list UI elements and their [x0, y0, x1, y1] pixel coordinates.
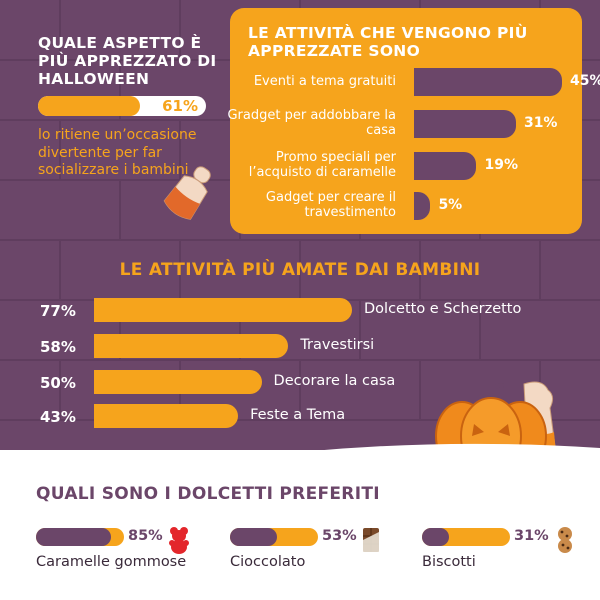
- wave-divider: [0, 443, 600, 472]
- sweet-value: 53%: [322, 528, 357, 544]
- kids-activity-bar: [94, 298, 352, 322]
- panel-row-bar: [414, 68, 562, 96]
- kids-activity-row: 43% Feste a Tema: [0, 404, 600, 432]
- kids-activity-bar: [94, 334, 289, 358]
- kids-activities-title: LE ATTIVITÀ PIÙ AMATE DAI BAMBINI: [119, 260, 481, 280]
- sweet-item: 85% Caramelle gommose: [36, 526, 216, 586]
- panel-row-label: Eventi a tema gratuiti: [253, 74, 396, 89]
- appreciated-aspect-value: 61%: [162, 97, 198, 115]
- sweet-label: Biscotti: [422, 554, 476, 570]
- kids-activity-label: Dolcetto e Scherzetto: [364, 301, 522, 317]
- appreciated-aspect-description: lo ritiene un’occasione divertente per f…: [38, 127, 197, 178]
- gummy-bear-icon: [168, 526, 190, 558]
- sweet-bar: [422, 528, 510, 546]
- panel-row: Eventi a tema gratuiti 45%: [230, 68, 600, 102]
- kids-activity-label: Feste a Tema: [250, 407, 346, 423]
- panel-row-bar: [414, 152, 477, 180]
- panel-row-label: Gadget per creare il travestimento: [265, 190, 396, 220]
- sweet-item: 53% Cioccolato: [230, 526, 410, 586]
- panel-row: Gradget per addobbare la casa 31%: [227, 108, 582, 144]
- panel-row-value: 31%: [523, 115, 558, 131]
- sweet-bar-fill: [422, 528, 450, 546]
- chocolate-bar-icon: [362, 526, 380, 558]
- sweet-label: Cioccolato: [230, 554, 306, 570]
- kids-activity-bar: [94, 404, 239, 428]
- panel-title: LE ATTIVITÀ CHE VENGONO PIÙ APPREZZATE S…: [248, 24, 528, 60]
- kids-activity-label: Decorare la casa: [273, 373, 396, 389]
- panel-row-bar: [414, 192, 431, 220]
- panel-row: Promo speciali per l’acquisto di caramel…: [230, 150, 582, 186]
- sweet-value: 85%: [128, 528, 163, 544]
- sweet-item: 31% Biscotti: [422, 526, 600, 586]
- panel-row-value: 19%: [484, 157, 518, 173]
- gummy-bottle-icon: [163, 166, 211, 220]
- sweet-value: 31%: [514, 528, 549, 544]
- kids-activity-value: 77%: [40, 302, 76, 320]
- appreciated-aspect-bar: 61%: [38, 96, 206, 116]
- sweet-bar: [230, 528, 318, 546]
- sweet-bar: [36, 528, 124, 546]
- sweet-bar-fill: [36, 528, 111, 546]
- kids-activity-value: 43%: [40, 408, 76, 426]
- kids-activity-row: 58% Travestirsi: [0, 334, 600, 362]
- panel-row-label: Promo speciali per l’acquisto di caramel…: [248, 150, 396, 180]
- kids-activity-value: 58%: [40, 338, 76, 356]
- cookie-icon: [554, 526, 576, 558]
- favorite-sweets-title: QUALI SONO I DOLCETTI PREFERITI: [36, 484, 380, 504]
- kids-activity-value: 50%: [40, 374, 76, 392]
- panel-row: Gadget per creare il travestimento 5%: [230, 190, 582, 226]
- panel-row-value: 45%: [570, 73, 600, 89]
- bottom-section: [0, 450, 600, 600]
- kids-activity-bar: [94, 370, 262, 394]
- kids-activity-row: 77% Dolcetto e Scherzetto: [0, 298, 600, 326]
- kids-activity-label: Travestirsi: [300, 337, 375, 353]
- appreciated-activities-panel: LE ATTIVITÀ CHE VENGONO PIÙ APPREZZATE S…: [227, 8, 600, 234]
- sweet-label: Caramelle gommose: [36, 554, 187, 570]
- panel-row-bar: [414, 110, 516, 138]
- panel-row-value: 5%: [438, 197, 463, 213]
- panel-row-label: Gradget per addobbare la casa: [227, 108, 396, 138]
- appreciated-aspect-title: QUALE ASPETTO È PIÙ APPREZZATO DI HALLOW…: [38, 34, 217, 88]
- appreciated-aspect-bar-fill: [38, 96, 141, 116]
- sweet-bar-fill: [230, 528, 277, 546]
- kids-activity-row: 50% Decorare la casa: [0, 370, 600, 398]
